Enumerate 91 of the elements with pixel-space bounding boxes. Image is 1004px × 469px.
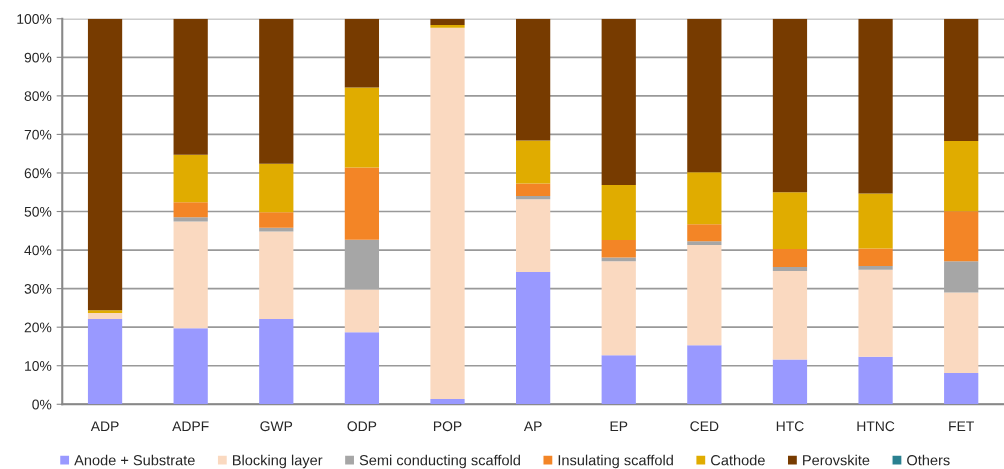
bar (516, 18, 551, 141)
y-tick-label: 30% (24, 283, 52, 294)
x-tick-label: CED (690, 421, 719, 432)
x-tick-label: GWP (260, 421, 293, 432)
bar (858, 193, 893, 249)
legend-label: Others (907, 454, 950, 466)
bar (601, 18, 636, 185)
y-tick-label: 90% (24, 52, 52, 63)
x-tick-label: ADPF (172, 421, 209, 432)
bar (516, 196, 551, 200)
bar (87, 312, 123, 320)
bar (430, 27, 465, 399)
bar (601, 257, 636, 262)
bar (601, 355, 636, 405)
legend-label: Cathode (711, 454, 765, 466)
bar (772, 359, 808, 405)
bar (772, 270, 808, 360)
y-tick-label: 0% (32, 399, 52, 410)
y-tick-label: 70% (24, 129, 52, 140)
bar (259, 319, 294, 405)
bar (944, 261, 979, 293)
bar (173, 217, 208, 222)
x-tick-label: EP (610, 421, 628, 432)
bar (430, 18, 465, 25)
bar (173, 154, 208, 203)
x-tick-label: HTNC (857, 421, 895, 432)
bar (344, 332, 380, 405)
legend-label: Insulating scaffold (558, 454, 673, 469)
bar (259, 163, 294, 213)
bar (259, 231, 294, 320)
bar (944, 18, 979, 141)
bar (344, 239, 380, 290)
bar (944, 292, 979, 374)
y-tick-label: 80% (24, 91, 52, 102)
bar (944, 211, 979, 262)
bar (772, 18, 808, 193)
legend-label: Perovskite (803, 454, 870, 466)
x-tick-label: POP (433, 421, 462, 432)
bar (344, 167, 380, 240)
bar (687, 241, 722, 246)
legend-label: Blocking layer (233, 454, 323, 469)
bar (858, 269, 893, 357)
bar (430, 398, 465, 405)
x-tick-label: ADP (90, 421, 119, 432)
bar (259, 18, 294, 164)
bar (430, 24, 465, 28)
y-tick-label: 40% (24, 245, 52, 256)
bar (87, 319, 123, 405)
bar (687, 245, 722, 346)
bar (858, 18, 893, 194)
bar (687, 172, 722, 225)
bar (944, 140, 979, 212)
bar (944, 373, 979, 405)
bar (687, 345, 722, 405)
legend-label: Anode + Substrate (74, 454, 195, 466)
bar (87, 18, 123, 311)
bar (516, 199, 551, 273)
bar (772, 267, 808, 271)
bar (344, 289, 380, 333)
bar (173, 328, 208, 405)
y-tick-label: 50% (24, 206, 52, 217)
bar (344, 87, 380, 168)
x-tick-label: HTC (776, 421, 804, 432)
bar (601, 240, 636, 258)
bar (173, 221, 208, 329)
y-tick-label: 10% (25, 361, 52, 371)
bar (516, 140, 551, 184)
bar (259, 227, 294, 232)
x-tick-label: FET (949, 421, 974, 432)
bar (516, 183, 551, 197)
bar (601, 184, 636, 241)
y-tick-label: 20% (24, 322, 52, 333)
bar (516, 272, 551, 405)
bar (687, 18, 722, 173)
bar (344, 18, 380, 88)
bar (173, 18, 208, 155)
bar (772, 192, 808, 249)
bar (687, 224, 722, 242)
x-tick-label: ODP (347, 421, 377, 432)
x-tick-label: AP (523, 421, 542, 432)
bar (173, 202, 208, 218)
bar (87, 310, 123, 313)
bar (259, 212, 294, 228)
y-tick-label: 60% (24, 168, 52, 179)
y-tick-label: 100% (17, 14, 52, 24)
bar (601, 261, 636, 356)
bar (858, 265, 893, 270)
bar (858, 248, 893, 266)
legend-label: Semi conducting scaffold (359, 454, 520, 469)
bar (772, 248, 808, 268)
bar (858, 356, 893, 405)
